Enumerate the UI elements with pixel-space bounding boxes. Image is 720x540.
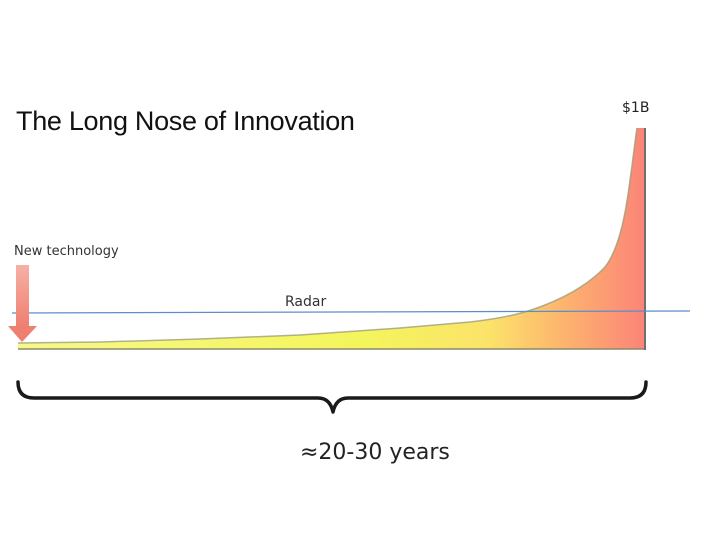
peak-value-label: $1B	[622, 100, 650, 116]
new-technology-label: New technology	[14, 244, 119, 259]
new-technology-arrow-head	[8, 326, 37, 342]
page-title: The Long Nose of Innovation	[16, 106, 355, 136]
timespan-label: ≈20-30 years	[300, 440, 450, 465]
new-technology-arrow-shaft	[16, 265, 29, 327]
radar-label: Radar	[285, 294, 327, 310]
adoption-curve-edge	[17, 127, 638, 344]
radar-line	[11, 310, 691, 314]
adoption-curve-area	[18, 128, 645, 349]
timespan-bracket	[16, 380, 648, 414]
